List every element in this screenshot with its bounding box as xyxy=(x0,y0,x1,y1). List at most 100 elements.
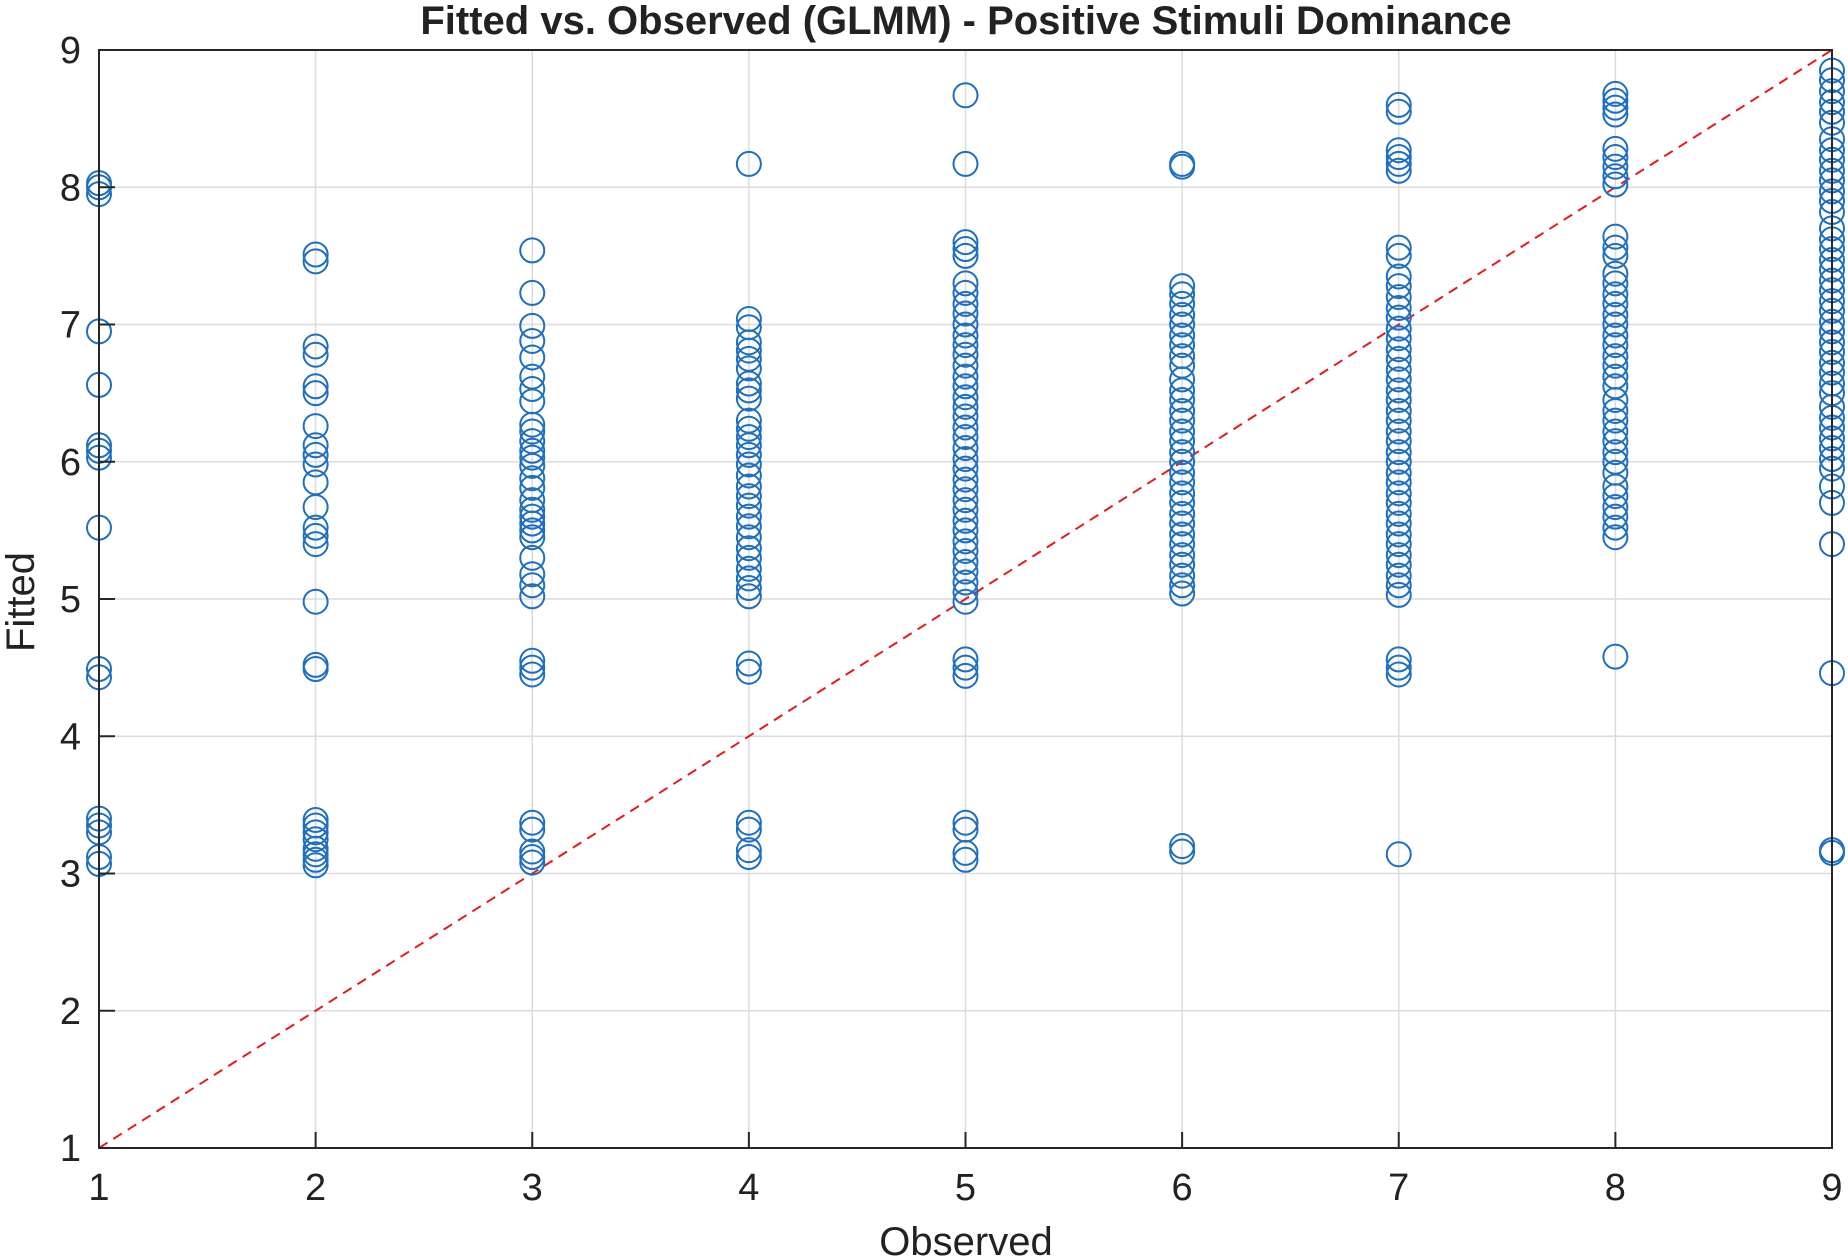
x-tick-label: 9 xyxy=(1821,1167,1842,1209)
data-point xyxy=(302,835,329,862)
data-point xyxy=(952,236,979,263)
data-point xyxy=(302,522,329,549)
data-point xyxy=(1602,473,1629,500)
data-point xyxy=(952,332,979,359)
data-point xyxy=(1602,281,1629,308)
data-point xyxy=(1169,377,1196,404)
data-point xyxy=(1602,352,1629,379)
reference-line xyxy=(98,49,1833,1149)
data-point xyxy=(735,583,762,610)
data-point xyxy=(735,650,762,677)
data-point xyxy=(1169,322,1196,349)
data-point xyxy=(1602,524,1629,551)
data-point xyxy=(952,352,979,379)
y-tick-label: 8 xyxy=(60,167,81,209)
data-point xyxy=(952,424,979,451)
x-tick-label: 3 xyxy=(522,1167,543,1209)
data-point xyxy=(952,300,979,327)
x-tick-label: 7 xyxy=(1388,1167,1409,1209)
data-point xyxy=(1385,304,1412,331)
data-point xyxy=(1602,301,1629,328)
data-point xyxy=(952,654,979,681)
data-point xyxy=(519,524,546,551)
data-point xyxy=(519,437,546,464)
data-point xyxy=(735,377,762,404)
data-point xyxy=(1602,144,1629,171)
data-point xyxy=(1602,163,1629,190)
data-point xyxy=(1385,542,1412,569)
data-point xyxy=(1169,439,1196,466)
data-point xyxy=(302,819,329,846)
data-point xyxy=(952,846,979,873)
data-point xyxy=(735,432,762,459)
data-point xyxy=(952,279,979,306)
data-point xyxy=(519,503,546,530)
data-point xyxy=(952,517,979,544)
data-point xyxy=(735,844,762,871)
data-point xyxy=(1602,483,1629,510)
data-point xyxy=(519,544,546,571)
x-tick-label: 4 xyxy=(738,1167,759,1209)
data-point xyxy=(519,418,546,445)
y-tick-label: 1 xyxy=(60,1128,81,1170)
data-point xyxy=(1385,418,1412,445)
data-point xyxy=(1602,242,1629,269)
data-point xyxy=(519,327,546,354)
data-point xyxy=(1385,428,1412,455)
x-tick-label: 6 xyxy=(1172,1167,1193,1209)
x-tick-labels: 1 2 3 4 5 6 7 8 9 xyxy=(88,1167,1842,1209)
data-point xyxy=(952,646,979,673)
data-point xyxy=(1169,480,1196,507)
data-point xyxy=(952,588,979,615)
data-point xyxy=(1169,542,1196,569)
data-point xyxy=(735,385,762,412)
data-point xyxy=(1602,260,1629,287)
data-point xyxy=(1385,646,1412,673)
data-point xyxy=(1602,171,1629,198)
data-point xyxy=(952,341,979,368)
data-point xyxy=(519,654,546,681)
data-point xyxy=(952,384,979,411)
data-point xyxy=(302,341,329,368)
data-point xyxy=(302,826,329,853)
data-point xyxy=(1385,345,1412,372)
data-point xyxy=(1385,137,1412,164)
data-point xyxy=(1385,356,1412,383)
data-point xyxy=(302,806,329,833)
data-point xyxy=(302,531,329,558)
data-point xyxy=(519,844,546,871)
data-point xyxy=(952,393,979,420)
data-point xyxy=(1169,448,1196,475)
data-point xyxy=(1602,643,1629,670)
data-point xyxy=(519,444,546,471)
data-point xyxy=(952,507,979,534)
data-point xyxy=(302,451,329,478)
data-point xyxy=(519,411,546,438)
data-point xyxy=(1602,87,1629,114)
data-point xyxy=(1169,366,1196,393)
data-point xyxy=(302,514,329,541)
data-point xyxy=(735,424,762,451)
data-point xyxy=(1169,459,1196,486)
data-point xyxy=(1169,273,1196,300)
data-point xyxy=(1385,295,1412,322)
data-point xyxy=(1385,841,1412,868)
data-point xyxy=(1385,386,1412,413)
data-point xyxy=(1385,234,1412,261)
data-point xyxy=(735,544,762,571)
data-point xyxy=(952,809,979,836)
x-tick-label: 8 xyxy=(1605,1167,1626,1209)
data-point xyxy=(1602,407,1629,434)
data-point xyxy=(1602,418,1629,445)
data-point xyxy=(1602,322,1629,349)
data-point xyxy=(1602,311,1629,338)
data-point xyxy=(519,312,546,339)
y-tick-labels: 1 2 3 4 5 6 7 8 9 xyxy=(60,30,81,1170)
data-point xyxy=(1385,510,1412,537)
data-point xyxy=(1169,332,1196,359)
data-point xyxy=(952,82,979,109)
y-axis-label: Fitted xyxy=(0,552,43,652)
data-point xyxy=(952,229,979,256)
data-point xyxy=(302,841,329,868)
